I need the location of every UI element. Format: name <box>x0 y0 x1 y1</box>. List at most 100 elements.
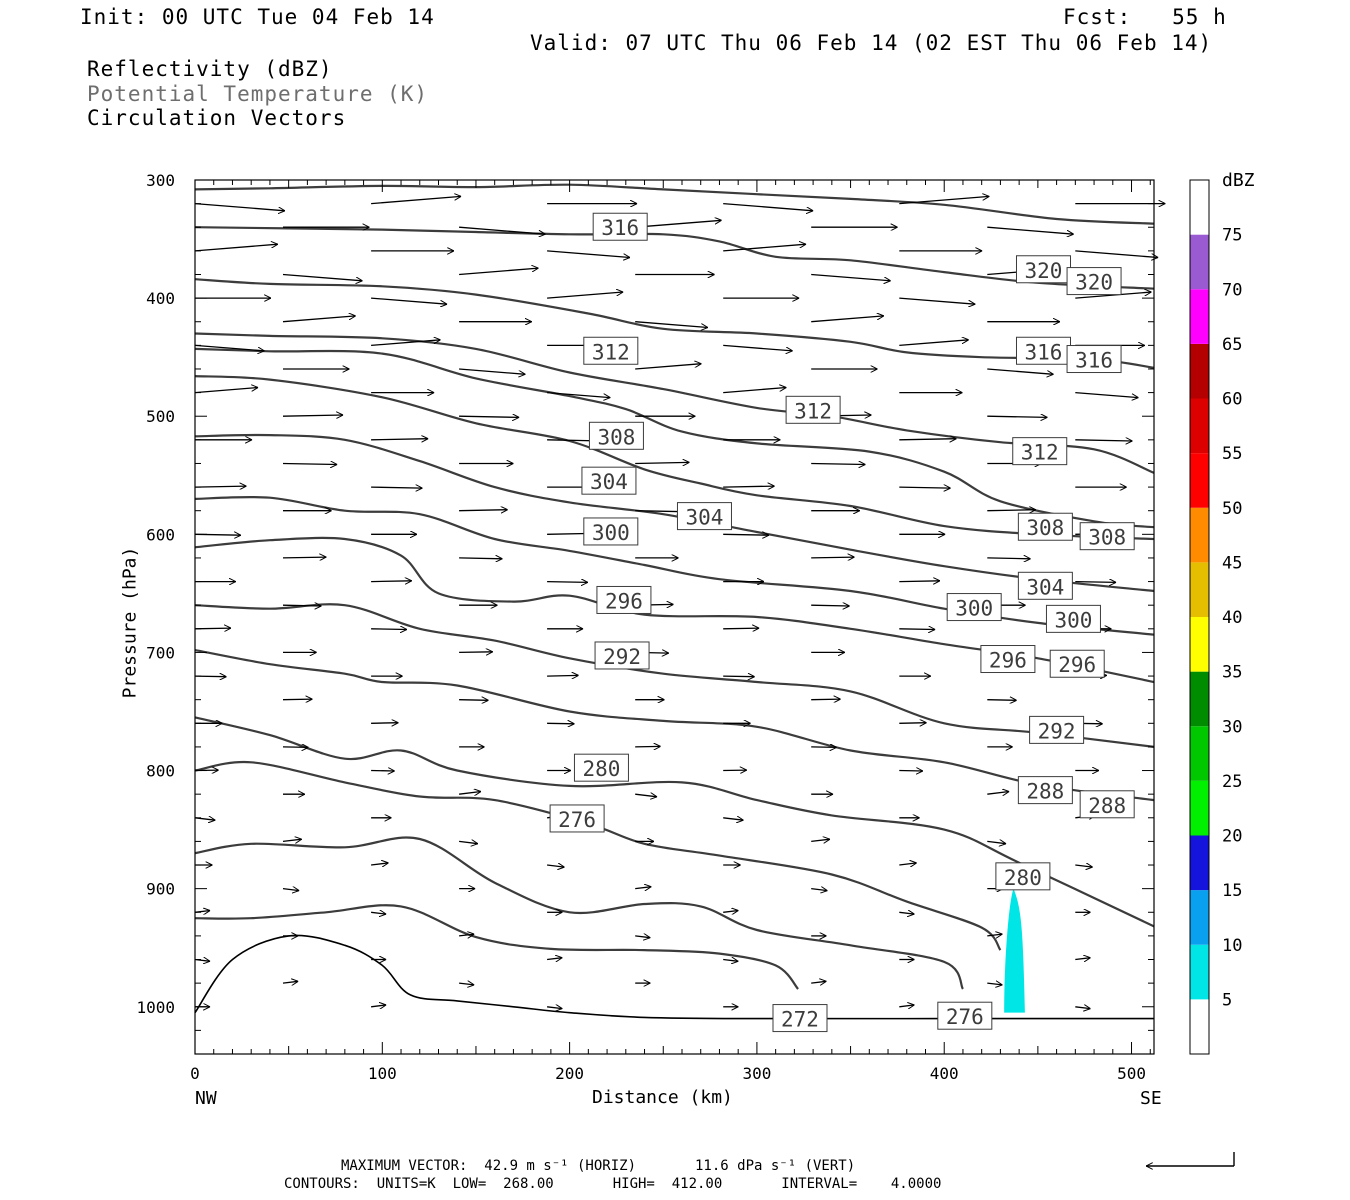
colorbar-label: 15 <box>1222 881 1242 901</box>
contour-label-box <box>1015 336 1071 365</box>
colorbar-label: 50 <box>1222 499 1242 519</box>
isentrope-316 <box>194 278 1155 369</box>
vector-arrow <box>987 983 1002 985</box>
contour-label: 304 <box>590 470 628 494</box>
x-tick-label: 400 <box>930 1064 959 1083</box>
contour-label-box <box>581 466 637 495</box>
contour-label-box <box>785 395 841 424</box>
contour-label: 292 <box>1038 719 1076 743</box>
contour-label-box <box>594 641 650 670</box>
contour-label: 276 <box>558 808 596 832</box>
vector-arrow <box>282 316 356 323</box>
vector-arrow <box>282 889 299 891</box>
vector-arrow <box>1075 582 1116 583</box>
vector-arrow <box>987 368 1053 374</box>
vector-arrow <box>723 628 759 629</box>
vector-arrow <box>899 629 935 630</box>
contour-label: 300 <box>1054 608 1092 632</box>
vector-arrow <box>459 510 508 511</box>
vector-arrow <box>1075 250 1158 258</box>
vector-arrow <box>282 415 343 416</box>
colorbar-label: 65 <box>1222 335 1242 355</box>
vector-arrow <box>282 557 326 558</box>
colorbar-segment <box>1190 289 1209 344</box>
x-tick-label: 200 <box>555 1064 584 1083</box>
contour-label-box <box>772 1004 828 1033</box>
contour-label-box <box>946 593 1002 622</box>
vector-arrow <box>282 605 321 606</box>
contour-label-box <box>1029 715 1085 744</box>
field-reflectivity-label: Reflectivity (dBZ) <box>87 57 333 81</box>
colorbar-label: 5 <box>1222 990 1232 1010</box>
vector-arrow <box>459 700 488 701</box>
contour-label-box <box>1017 776 1073 805</box>
y-tick-label: 600 <box>146 525 175 544</box>
vector-arrow <box>459 792 481 795</box>
vector-arrow <box>635 794 657 797</box>
y-tick-label: 700 <box>146 643 175 662</box>
vector-arrow <box>459 841 478 843</box>
vector-arrow <box>547 250 630 258</box>
isentrope-contours <box>194 183 1155 990</box>
vector-arrow <box>194 202 285 211</box>
vector-arrow <box>811 273 891 281</box>
contour-label: 308 <box>1088 526 1126 550</box>
vector-arrow <box>723 960 738 962</box>
footer-contours: CONTOURS: UNITS=K LOW= 268.00 HIGH= 412.… <box>284 1176 942 1192</box>
x-tick-label: 0 <box>190 1064 200 1083</box>
reflectivity-echo <box>1004 888 1025 1013</box>
vector-arrow <box>899 912 914 914</box>
isentrope-288 <box>194 649 1155 802</box>
vector-arrow <box>811 316 884 323</box>
colorbar-segment <box>1190 780 1209 836</box>
vector-arrow <box>635 936 650 938</box>
contour-label: 296 <box>1058 653 1096 677</box>
vector-arrow <box>194 344 265 351</box>
isentrope-276 <box>194 836 964 990</box>
colorbar-segment <box>1190 398 1209 454</box>
contour-label: 292 <box>603 645 641 669</box>
vector-arrow <box>899 581 940 582</box>
contour-label: 288 <box>1026 780 1064 804</box>
vector-arrow <box>635 364 701 370</box>
vector-arrow <box>371 723 398 724</box>
x-tick-label: 300 <box>742 1064 771 1083</box>
vector-arrow <box>987 226 1073 234</box>
colorbar-label: 30 <box>1222 717 1242 737</box>
vector-arrow <box>547 292 623 299</box>
colorbar-segment <box>1190 562 1209 617</box>
contour-label-box <box>583 517 639 546</box>
vector-arrow <box>282 273 363 281</box>
colorbar-segment <box>1190 617 1209 672</box>
isentrope-280 <box>194 760 1002 951</box>
vector-arrow <box>282 464 337 465</box>
vector-arrow <box>987 934 1002 936</box>
isentrope-308 <box>194 375 1155 541</box>
vector-arrow <box>635 746 660 747</box>
vector-arrow <box>899 771 923 772</box>
colorbar-frame <box>1189 179 1210 1055</box>
vector-arrow <box>635 887 651 889</box>
vector-arrow <box>987 510 1036 511</box>
colorbar-segment <box>1190 234 1209 290</box>
contour-label: 312 <box>794 399 832 423</box>
contour-label-box <box>1079 790 1135 819</box>
vector-arrow <box>459 983 474 985</box>
vector-arrow <box>899 340 968 347</box>
vector-arrow <box>899 196 989 205</box>
contour-label: 308 <box>597 425 635 449</box>
vector-arrow <box>459 558 502 559</box>
contour-label: 296 <box>605 589 643 613</box>
vector-arrow <box>723 388 786 394</box>
x-tick-label: 500 <box>1117 1064 1146 1083</box>
vector-arrow <box>811 464 865 465</box>
colorbar-segment <box>1190 671 1209 727</box>
colorbar-label: 25 <box>1222 772 1242 792</box>
contour-label-box <box>1049 649 1105 678</box>
contour-label-box <box>573 753 629 782</box>
vector-arrow <box>1075 1007 1090 1009</box>
vector-arrow <box>723 534 769 535</box>
vector-arrow <box>547 723 574 724</box>
vector-arrow <box>723 676 755 677</box>
vector-arrow <box>635 321 708 328</box>
